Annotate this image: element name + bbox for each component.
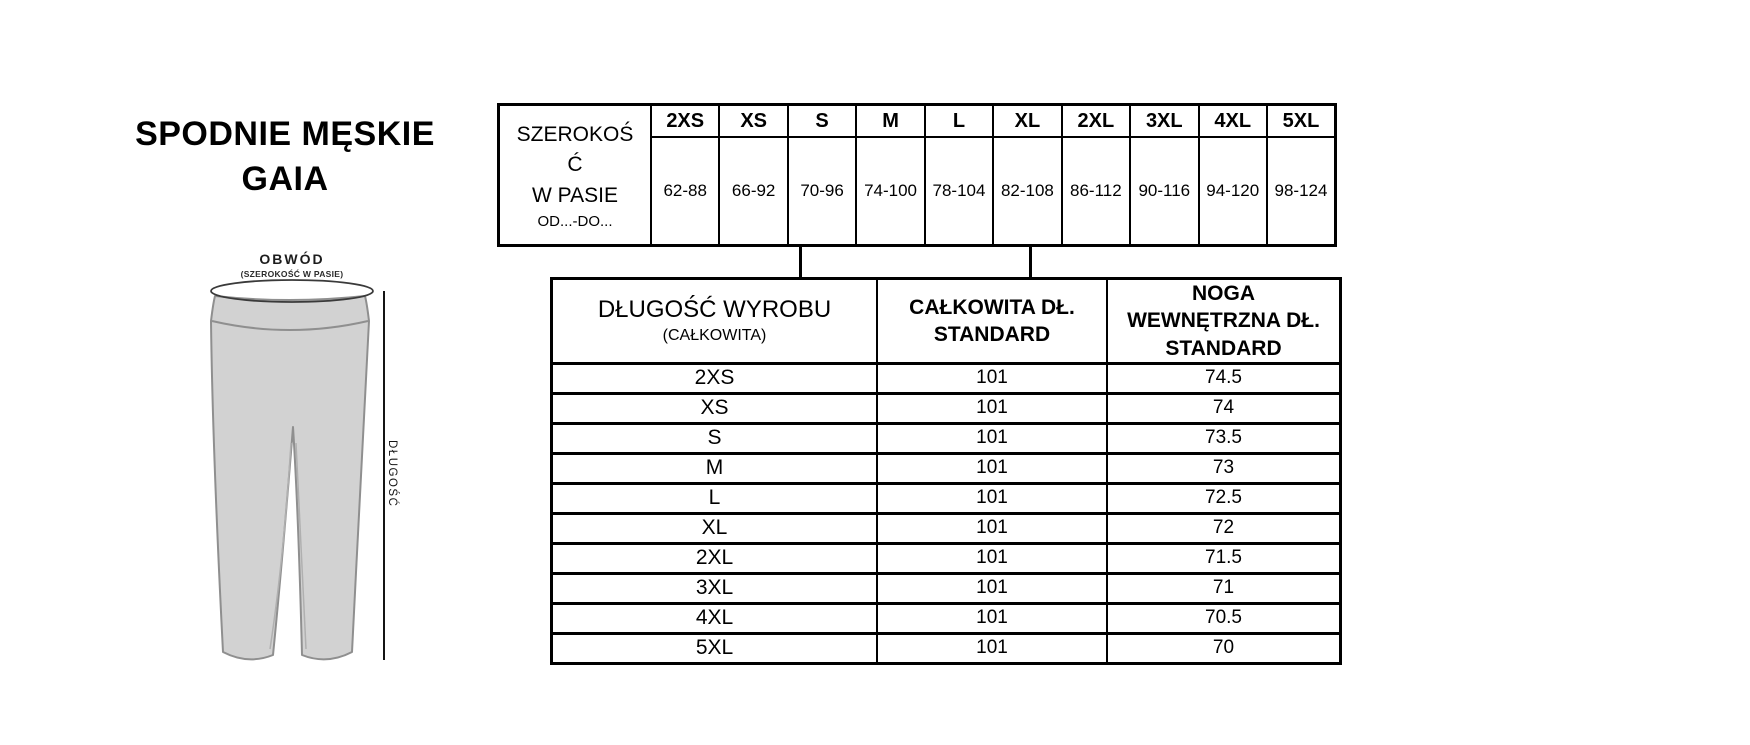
size-cell: 5XL (550, 631, 878, 665)
size-cell: M (550, 451, 878, 485)
total-length-cell: 101 (876, 601, 1108, 635)
length-table-row: 4XL 101 70.5 (550, 601, 1342, 635)
waist-range-row: 62-88 66-92 70-96 74-100 78-104 82-108 86-112 9… (499, 136, 1337, 247)
inner-leg-length-cell: 71.5 (1106, 541, 1342, 575)
length-table-row: L 101 72.5 (550, 481, 1342, 515)
length-table-row: 3XL 101 71 (550, 571, 1342, 605)
total-length-cell: 101 (876, 511, 1108, 545)
size-cell: L (550, 481, 878, 515)
waist-range-cell: 74-100 (855, 136, 926, 247)
size-column-header: 3XL (1129, 103, 1200, 138)
pants-outline (210, 295, 370, 661)
size-column-header: 2XS (649, 103, 721, 138)
page-title: SPODNIE MĘSKIE GAIA (135, 115, 435, 198)
waist-range-cell: 82-108 (992, 136, 1063, 247)
total-length-cell: 101 (876, 631, 1108, 665)
size-cell: 3XL (550, 571, 878, 605)
inner-leg-length-cell: 71 (1106, 571, 1342, 605)
inner-leg-length-cell: 73 (1106, 451, 1342, 485)
waist-circumference-sublabel: (SZEROKOŚĆ W PASIE) (240, 269, 344, 279)
length-table-row: XL 101 72 (550, 511, 1342, 545)
length-table-row: 2XL 101 71.5 (550, 541, 1342, 575)
length-table-row: 5XL 101 70 (550, 631, 1342, 665)
length-table-row: XS 101 74 (550, 391, 1342, 425)
waist-header-subtext: OD...-DO... (537, 213, 613, 231)
waist-circumference-label: OBWÓD (259, 251, 325, 267)
inner-leg-length-cell: 70.5 (1106, 601, 1342, 635)
total-length-cell: 101 (876, 481, 1108, 515)
size-column-header: M (855, 103, 926, 138)
size-cell: XS (550, 391, 878, 425)
length-col1-header: DŁUGOŚĆ WYROBU (CAŁKOWITA) (550, 277, 878, 365)
total-length-cell: 101 (876, 451, 1108, 485)
inner-leg-length-cell: 70 (1106, 631, 1342, 665)
inner-leg-length-cell: 73.5 (1106, 421, 1342, 455)
waist-ellipse (210, 279, 374, 303)
length-table-row: 2XS 101 74.5 (550, 361, 1342, 395)
length-col1-header-text: DŁUGOŚĆ WYROBU (597, 296, 832, 324)
table-connector-line-left (799, 245, 802, 278)
waist-range-cell: 90-116 (1129, 136, 1200, 247)
waist-range-cell: 62-88 (649, 136, 721, 247)
inner-leg-length-cell: 74.5 (1106, 361, 1342, 395)
size-column-header: 2XL (1060, 103, 1132, 138)
waistband-seam (211, 320, 369, 331)
inner-leg-length-cell: 74 (1106, 391, 1342, 425)
size-column-header: XL (992, 103, 1063, 138)
waist-range-cell: 86-112 (1060, 136, 1132, 247)
size-header-row: SZEROKOŚ Ć W PASIE OD...-DO... 2XS XS S M L X… (497, 103, 1337, 247)
length-dimension-label: DŁUGOŚĆ (386, 440, 398, 508)
length-table-row: S 101 73.5 (550, 421, 1342, 455)
waist-header-text: SZEROKOŚ Ć W PASIE (516, 122, 634, 207)
total-length-cell: 101 (876, 391, 1108, 425)
size-column-header: 5XL (1265, 103, 1337, 138)
total-length-cell: 101 (876, 361, 1108, 395)
table-connector-line-right (1029, 245, 1032, 278)
size-column-header: S (786, 103, 858, 138)
length-table-header-row: DŁUGOŚĆ WYROBU (CAŁKOWITA) CAŁKOWITA DŁ.… (550, 277, 1342, 365)
left-leg-seam (269, 442, 292, 650)
inner-leg-length-cell: 72 (1106, 511, 1342, 545)
size-cell: 2XL (550, 541, 878, 575)
waist-range-cell: 66-92 (718, 136, 789, 247)
pants-illustration (210, 279, 385, 661)
size-cell: 2XS (550, 361, 878, 395)
length-table-row: M 101 73 (550, 451, 1342, 485)
size-cell: S (550, 421, 878, 455)
waist-size-table: SZEROKOŚ Ć W PASIE OD...-DO... 2XS XS S M L X… (497, 103, 1337, 247)
size-cell: 4XL (550, 601, 878, 635)
size-column-header: XS (718, 103, 789, 138)
total-length-cell: 101 (876, 571, 1108, 605)
waist-range-cell: 78-104 (923, 136, 995, 247)
inner-leg-header: NOGA WEWNĘTRZNA DŁ. STANDARD (1106, 277, 1342, 365)
waist-table-header-cell: SZEROKOŚ Ć W PASIE OD...-DO... (497, 103, 652, 247)
right-leg-seam (295, 442, 307, 650)
length-col1-header-subtext: (CAŁKOWITA) (662, 327, 767, 345)
inner-leg-length-cell: 72.5 (1106, 481, 1342, 515)
waist-range-cell: 70-96 (786, 136, 858, 247)
waist-range-cell: 94-120 (1197, 136, 1268, 247)
total-length-header: CAŁKOWITA DŁ. STANDARD (876, 277, 1108, 365)
waist-range-cell: 98-124 (1265, 136, 1337, 247)
size-column-header: 4XL (1197, 103, 1268, 138)
total-length-cell: 101 (876, 541, 1108, 575)
product-length-table: DŁUGOŚĆ WYROBU (CAŁKOWITA) CAŁKOWITA DŁ.… (550, 277, 1342, 665)
total-length-cell: 101 (876, 421, 1108, 455)
size-cell: XL (550, 511, 878, 545)
size-column-header: L (923, 103, 995, 138)
